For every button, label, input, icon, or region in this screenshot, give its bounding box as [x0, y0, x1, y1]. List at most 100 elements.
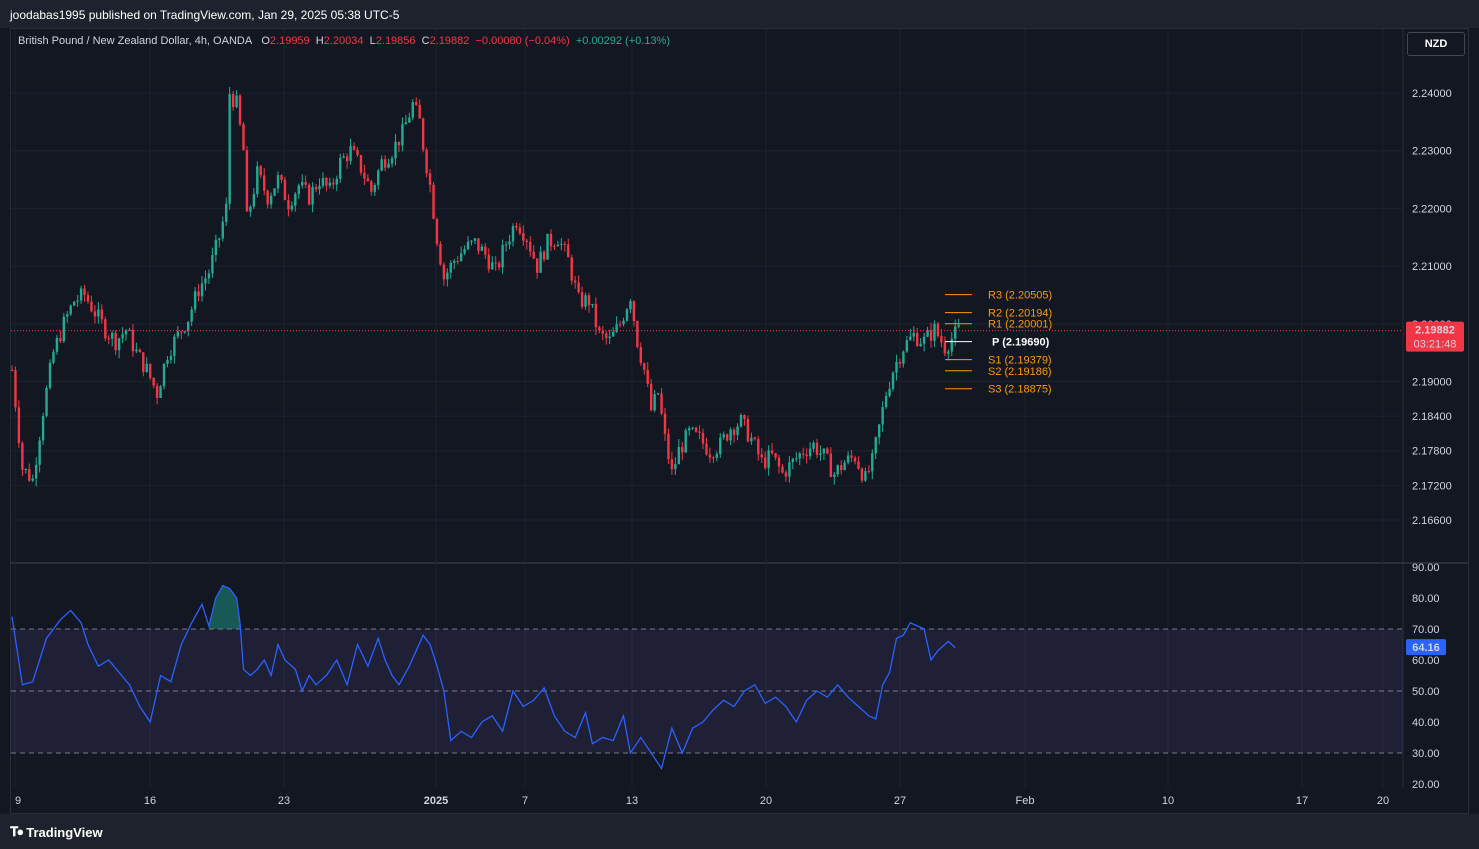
candle-body	[55, 337, 59, 352]
candle-body	[598, 327, 601, 331]
candle-body	[48, 362, 52, 388]
candle-body	[190, 309, 193, 322]
candle-body	[166, 359, 169, 364]
candle-body	[656, 393, 660, 395]
candle-body	[435, 218, 439, 244]
candle-body	[933, 323, 936, 341]
candle-body	[121, 334, 124, 339]
publish-info: joodabas1995 published on TradingView.co…	[10, 8, 400, 22]
candle-body	[719, 437, 722, 454]
candle-body	[705, 443, 708, 455]
candle-body	[207, 273, 211, 279]
candle-body	[494, 262, 497, 264]
candle-body	[556, 244, 560, 247]
candle-body	[145, 363, 148, 372]
candle-body	[712, 457, 715, 459]
rsi-value-tag	[1406, 639, 1446, 656]
candle-body	[826, 448, 829, 454]
candle-body	[263, 175, 266, 191]
candle-body	[383, 159, 387, 168]
candle-body	[632, 301, 636, 321]
candle-body	[14, 370, 17, 408]
candle-body	[871, 453, 874, 472]
candle-body	[836, 465, 839, 475]
candle-body	[687, 428, 691, 431]
candle-body	[439, 243, 442, 265]
candle-body	[449, 262, 452, 273]
candle-body	[701, 432, 705, 444]
candle-body	[522, 233, 525, 241]
candle-body	[418, 104, 421, 119]
candle-body	[487, 254, 490, 270]
currency-button[interactable]: NZD	[1407, 32, 1465, 56]
candle-body	[667, 433, 670, 460]
pivot-level-label: R1 (2.20001)	[988, 319, 1052, 331]
candle-body	[515, 225, 518, 228]
close-value: 2.19882	[429, 35, 470, 47]
open-value: 2.19959	[269, 35, 310, 47]
candle-body	[69, 305, 72, 315]
price-tick-label: 2.22000	[1412, 203, 1452, 215]
candle-body	[79, 288, 83, 301]
tradingview-logo[interactable]: 𝐓● TradingView	[10, 824, 103, 840]
candle-body	[335, 178, 338, 185]
candle-body	[840, 465, 843, 471]
candle-body	[93, 311, 97, 317]
candles-group	[10, 86, 960, 487]
time-tick-label: 13	[626, 795, 638, 807]
high-value: 2.20034	[323, 35, 364, 47]
candle-body	[131, 329, 135, 352]
candle-body	[211, 255, 214, 274]
candle-body	[328, 182, 332, 186]
candle-body	[504, 244, 508, 246]
candle-body	[715, 453, 719, 458]
candle-body	[294, 193, 297, 206]
close-label: C	[421, 35, 430, 47]
candle-body	[225, 203, 228, 222]
candle-body	[629, 301, 632, 310]
time-tick-label: 2025	[424, 795, 448, 807]
candle-body	[694, 427, 698, 432]
candle-body	[484, 246, 487, 255]
candle-body	[231, 94, 235, 108]
candle-body	[259, 166, 262, 176]
candle-body	[380, 159, 383, 171]
candle-body	[491, 262, 494, 270]
candle-body	[342, 156, 345, 158]
candle-body	[76, 300, 79, 302]
candle-body	[722, 434, 725, 438]
candle-body	[560, 243, 563, 245]
time-tick-label: 20	[760, 795, 772, 807]
candle-body	[325, 178, 328, 186]
candle-body	[815, 442, 819, 455]
candle-body	[643, 363, 646, 370]
candle-body	[149, 363, 152, 378]
rsi-tick-label: 50.00	[1412, 686, 1440, 698]
candle-body	[345, 156, 349, 162]
time-tick-label: 10	[1162, 795, 1174, 807]
candle-body	[349, 146, 352, 162]
candle-body	[339, 157, 342, 179]
candle-body	[135, 349, 138, 352]
candle-body	[28, 468, 31, 481]
candle-body	[850, 455, 853, 458]
candle-body	[187, 321, 190, 332]
chart-frame[interactable]	[10, 28, 1469, 814]
candle-body	[104, 319, 107, 339]
candle-body	[477, 238, 480, 251]
price-tick-label: 2.19000	[1412, 377, 1452, 389]
candle-body	[242, 124, 245, 151]
candle-body	[553, 246, 556, 248]
candle-body	[38, 440, 41, 465]
candle-body	[511, 225, 515, 242]
open-label: O	[261, 35, 270, 47]
candle-body	[608, 336, 611, 339]
candle-body	[902, 351, 905, 364]
candle-body	[653, 394, 656, 411]
candle-body	[387, 163, 390, 168]
candle-body	[356, 149, 359, 156]
candle-body	[750, 437, 753, 442]
candle-body	[377, 170, 380, 186]
pivot-level-label: R3 (2.20505)	[988, 290, 1052, 302]
